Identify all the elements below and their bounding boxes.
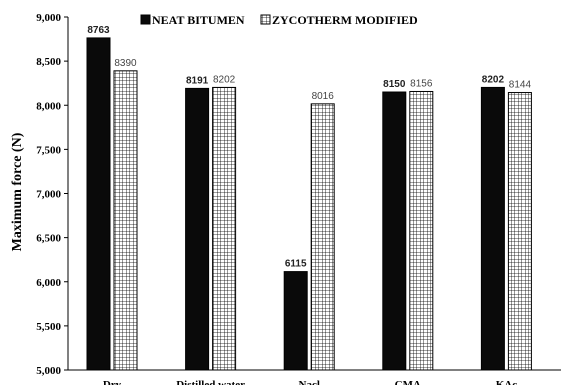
legend-label-zycotherm-modified: ZYCOTHERM MODIFIED: [272, 13, 418, 27]
y-tick-label: 7,500: [36, 144, 61, 156]
legend-swatch-neat-bitumen: [140, 14, 151, 25]
bar-neat-bitumen: [185, 87, 210, 371]
y-tick-label: 8,500: [36, 56, 61, 68]
bar-zycotherm-modified: [113, 70, 138, 371]
data-labels: 8763 8390 8191 8202 6115 8016 8150 8156 8202 8144: [87, 25, 531, 270]
bar-zycotherm-modified: [212, 86, 237, 371]
bar-neat-bitumen: [86, 37, 111, 371]
legend: NEAT BITUMEN ZYCOTHERM MODIFIED: [140, 13, 418, 27]
y-tick-label: 9,000: [36, 12, 61, 24]
y-tick-label: 6,000: [36, 277, 61, 289]
bar-zycotherm-modified: [507, 92, 532, 371]
bar-zycotherm-modified: [409, 90, 434, 371]
legend-swatch-zycotherm-modified: [260, 14, 271, 25]
data-label: 8144: [509, 80, 532, 91]
data-label: 8191: [186, 75, 209, 86]
x-tick-label: Nacl: [299, 379, 320, 385]
axes: 5,000 5,500 6,000 6,500 7,000 7,500 8,000 8,500…: [36, 12, 561, 385]
data-label: 8202: [213, 74, 236, 85]
y-tick-label: 8,000: [36, 100, 61, 112]
y-axis-label: Maximum force (N): [10, 132, 25, 251]
data-label: 8016: [312, 91, 335, 102]
bar-neat-bitumen: [480, 86, 505, 371]
y-tick-label: 5,000: [36, 365, 61, 377]
data-label: 8202: [482, 74, 505, 85]
y-tick-label: 6,500: [36, 233, 61, 245]
bar-neat-bitumen: [283, 271, 308, 371]
x-tick-label: Distilled water: [176, 379, 245, 385]
bar-zycotherm-modified: [310, 103, 335, 371]
x-tick-label: CMA: [395, 379, 421, 385]
data-label: 8390: [114, 58, 137, 69]
bar-neat-bitumen: [382, 91, 407, 371]
data-label: 8763: [87, 25, 110, 36]
x-tick-label: Dry: [103, 379, 122, 385]
data-label: 6115: [285, 259, 307, 270]
data-label: 8156: [410, 78, 433, 89]
x-tick-label: KAc: [496, 379, 518, 385]
bars: [86, 37, 532, 371]
y-tick-label: 5,500: [36, 321, 61, 333]
data-label: 8150: [383, 79, 406, 90]
legend-label-neat-bitumen: NEAT BITUMEN: [152, 13, 245, 27]
y-tick-label: 7,000: [36, 189, 61, 201]
